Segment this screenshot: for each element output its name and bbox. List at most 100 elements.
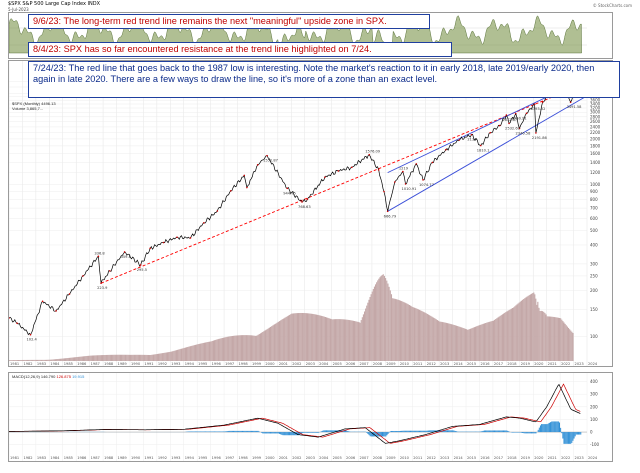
volume-bar: [162, 353, 164, 361]
volume-bar: [471, 328, 473, 361]
volume-bar: [54, 359, 57, 361]
macd-hist-bar: [434, 430, 436, 433]
volume-bar: [362, 314, 365, 361]
volume-bar: [57, 359, 59, 361]
volume-bar: [253, 335, 255, 361]
macd-hist-bar: [423, 430, 425, 433]
volume-bar: [461, 327, 463, 361]
x-tick-label: 2012: [427, 362, 436, 366]
volume-bar: [221, 337, 223, 361]
volume-bar: [466, 329, 468, 361]
volume-bar: [355, 321, 357, 361]
volume-bar: [525, 297, 527, 361]
volume-bar: [119, 354, 122, 361]
x-tick-label: 2000: [265, 362, 275, 366]
macd-hist-bar: [227, 431, 229, 433]
y-tick-label: 700: [590, 206, 598, 211]
macd-hist-bar: [369, 432, 371, 437]
note-2023-09-06: 9/6/23: The long-term red trend line rem…: [28, 14, 430, 29]
volume-bar: [165, 352, 167, 361]
volume-bar: [338, 319, 340, 361]
macd-hist-bar: [555, 421, 557, 433]
macd-hist-bar: [371, 432, 373, 437]
x-tick-label: 1995: [198, 362, 207, 366]
macd-hist-bar: [384, 432, 386, 437]
volume-bar: [129, 354, 132, 361]
volume-bar: [522, 299, 524, 361]
x-tick-label: 1991: [144, 362, 153, 366]
macd-hist-bar: [367, 432, 369, 434]
volume-bar: [304, 313, 306, 361]
volume-bar: [329, 318, 331, 361]
volume-bar: [84, 356, 86, 361]
volume-bar: [303, 313, 305, 361]
volume-bar: [572, 332, 574, 361]
volume-bar: [51, 359, 53, 361]
macd-hist-bar: [287, 432, 289, 436]
macd-hist-bar: [527, 432, 529, 434]
volume-bar: [449, 323, 451, 361]
volume-bar: [198, 343, 200, 361]
price-point: [541, 101, 544, 103]
macd-hist-bar: [299, 432, 301, 435]
volume-bar: [414, 307, 416, 361]
volume-bar: [383, 275, 385, 361]
volume-bar: [11, 360, 13, 361]
volume-bar: [347, 319, 349, 361]
macd-hist-bar: [430, 430, 432, 433]
volume-bar: [510, 308, 512, 361]
volume-bar: [59, 358, 61, 361]
price-point: [422, 179, 424, 181]
volume-bar: [44, 359, 46, 361]
macd-hist-bar: [511, 432, 513, 433]
y-tick-label: 200: [590, 288, 598, 293]
volume-bar: [385, 278, 387, 361]
volume-bar: [125, 354, 127, 361]
macd-hist-bar: [573, 432, 575, 439]
volume-bar: [174, 350, 176, 361]
macd-x-tick-label: 1991: [144, 456, 153, 460]
macd-y-tick-label: 300: [590, 392, 598, 397]
volume-bar: [451, 324, 453, 361]
macd-hist-bar: [285, 432, 287, 436]
macd-hist-bar: [446, 430, 448, 433]
volume-bar: [458, 326, 460, 361]
volume-bar: [548, 316, 551, 361]
volume-bar: [550, 316, 552, 361]
volume-bar: [118, 354, 120, 361]
volume-bar: [491, 320, 493, 361]
macd-x-tick-label: 1984: [50, 456, 60, 460]
volume-bar: [205, 342, 207, 361]
macd-x-tick-label: 1999: [252, 456, 262, 460]
volume-bar: [422, 311, 424, 361]
volume-bar: [472, 327, 474, 361]
macd-hist-bar: [312, 432, 314, 433]
x-tick-label: 1985: [64, 362, 73, 366]
volume-bar: [370, 294, 372, 361]
volume-bar: [538, 307, 540, 361]
price-point: [445, 148, 447, 151]
macd-hist-bar: [216, 431, 218, 433]
volume-bar: [97, 355, 99, 361]
volume-bar: [444, 322, 446, 361]
volume-bar: [127, 354, 129, 361]
macd-hist-bar: [445, 430, 447, 433]
volume-bar: [52, 359, 54, 361]
macd-x-tick-label: 2007: [359, 456, 368, 460]
volume-bar: [239, 335, 241, 361]
macd-hist-bar: [315, 432, 317, 433]
volume-bar: [300, 312, 302, 361]
macd-hist-bar: [305, 432, 307, 433]
macd-hist-bar: [411, 430, 413, 433]
macd-hist-bar: [481, 431, 483, 433]
volume-bar: [566, 326, 568, 361]
volume-bar: [492, 320, 495, 361]
macd-hist-bar: [424, 430, 426, 433]
macd-hist-bar: [210, 431, 212, 433]
volume-bar: [89, 355, 91, 361]
volume-bar: [13, 360, 15, 361]
price-point: [535, 132, 537, 134]
macd-x-tick-label: 2003: [306, 456, 315, 460]
volume-bar: [311, 313, 313, 361]
macd-x-tick-label: 1986: [77, 456, 87, 460]
